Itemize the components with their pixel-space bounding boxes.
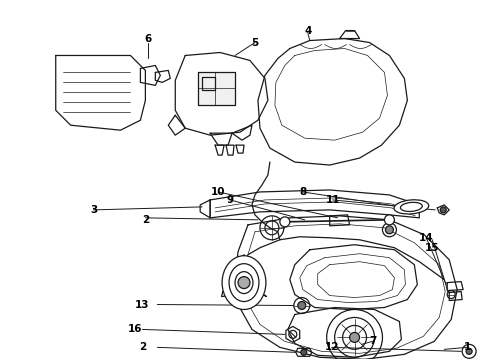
Polygon shape: [141, 66, 160, 85]
Text: 2: 2: [142, 215, 149, 225]
Circle shape: [349, 332, 360, 342]
Polygon shape: [447, 282, 463, 291]
Text: 5: 5: [251, 37, 259, 48]
Text: 10: 10: [211, 187, 225, 197]
Polygon shape: [198, 72, 235, 105]
Text: 1: 1: [464, 342, 471, 352]
Text: 13: 13: [135, 300, 149, 310]
Text: 8: 8: [299, 187, 306, 197]
Ellipse shape: [222, 256, 266, 310]
Text: 15: 15: [425, 243, 440, 253]
Polygon shape: [175, 53, 268, 135]
Text: 3: 3: [90, 205, 97, 215]
Polygon shape: [210, 190, 419, 218]
Circle shape: [298, 302, 306, 310]
Text: 16: 16: [128, 324, 143, 334]
Text: 6: 6: [145, 33, 152, 44]
Text: 7: 7: [369, 336, 376, 346]
Text: 2: 2: [139, 342, 146, 352]
Circle shape: [386, 226, 393, 234]
Circle shape: [385, 215, 394, 225]
Text: 14: 14: [419, 233, 434, 243]
Polygon shape: [288, 307, 401, 357]
Polygon shape: [56, 55, 146, 130]
Polygon shape: [221, 292, 231, 297]
Polygon shape: [290, 245, 417, 310]
Circle shape: [466, 348, 472, 354]
Polygon shape: [257, 292, 267, 297]
Polygon shape: [449, 292, 462, 301]
Circle shape: [440, 207, 446, 213]
Circle shape: [301, 349, 307, 355]
Ellipse shape: [394, 200, 429, 214]
Text: 9: 9: [226, 195, 234, 205]
Text: 12: 12: [324, 342, 339, 352]
Polygon shape: [258, 39, 407, 165]
Text: 11: 11: [325, 195, 340, 205]
Polygon shape: [240, 255, 248, 263]
Polygon shape: [286, 327, 300, 342]
Circle shape: [238, 276, 250, 289]
Polygon shape: [235, 216, 457, 359]
Text: 4: 4: [304, 26, 312, 36]
Circle shape: [280, 217, 290, 227]
